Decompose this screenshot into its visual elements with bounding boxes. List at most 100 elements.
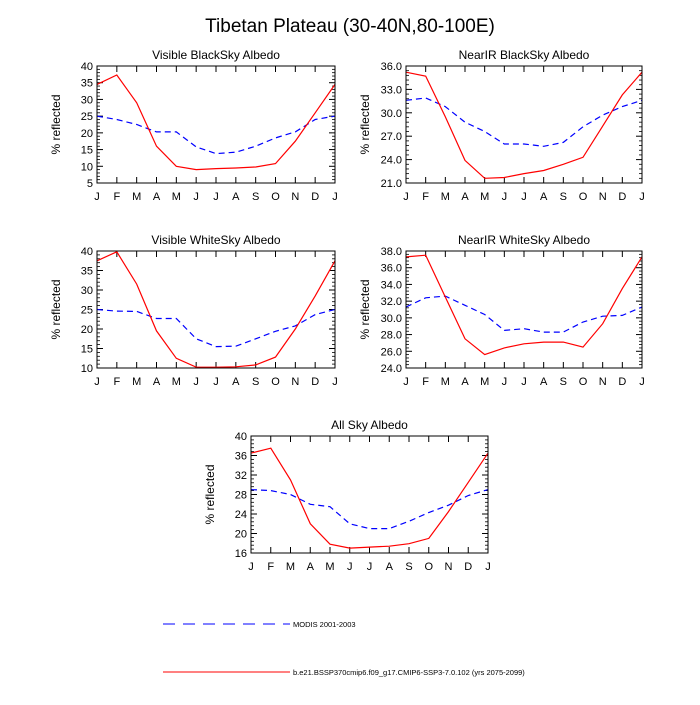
x-tick-label: N	[599, 376, 607, 388]
x-tick-label: F	[113, 376, 120, 388]
y-tick-label: 30.0	[381, 108, 402, 120]
plot-frame	[405, 250, 643, 369]
y-tick-label: 25	[81, 305, 93, 317]
x-tick-label: O	[271, 376, 280, 388]
panel-title: Visible WhiteSky Albedo	[151, 233, 281, 247]
plot-frame	[250, 435, 489, 554]
x-tick-label: J	[502, 376, 508, 388]
x-tick-label: S	[560, 191, 567, 203]
x-tick-label: J	[521, 376, 527, 388]
y-axis-label: % reflected	[358, 279, 372, 339]
x-tick-label: S	[405, 561, 412, 573]
x-tick-label: M	[441, 191, 450, 203]
chart-panel: All Sky Albedo % reflected 16 20 24 28 32 36 40 J…	[203, 418, 491, 573]
y-tick-label: 20	[235, 529, 247, 541]
x-tick-label: D	[464, 561, 472, 573]
x-tick-label: J	[248, 561, 254, 573]
y-tick-label: 36.0	[381, 61, 402, 73]
x-tick-label: F	[267, 561, 274, 573]
x-tick-label: J	[403, 191, 409, 203]
y-tick-label: 38.0	[381, 246, 402, 258]
x-tick-label: J	[502, 191, 508, 203]
y-axis-label: % reflected	[49, 94, 63, 154]
y-tick-label: 36.0	[381, 263, 402, 275]
x-tick-label: F	[113, 191, 120, 203]
x-tick-label: S	[252, 376, 259, 388]
legend: MODIS 2001-2003 b.e21.BSSP370cmip6.f09_g1…	[163, 620, 525, 677]
y-tick-label: 32	[235, 470, 247, 482]
x-tick-label: N	[291, 191, 299, 203]
x-tick-label: A	[461, 191, 469, 203]
x-tick-label: D	[618, 376, 626, 388]
y-axis-label: % reflected	[203, 464, 217, 524]
x-tick-label: O	[271, 191, 280, 203]
y-tick-label: 24	[235, 509, 247, 521]
y-tick-label: 24.0	[381, 155, 402, 167]
y-tick-label: 28	[235, 490, 247, 502]
x-tick-label: J	[332, 376, 338, 388]
y-tick-label: 24.0	[381, 363, 402, 375]
x-tick-label: F	[422, 191, 429, 203]
x-tick-label: O	[579, 191, 588, 203]
y-tick-label: 20	[81, 324, 93, 336]
series-line-model	[405, 71, 643, 179]
x-tick-label: J	[639, 191, 645, 203]
x-tick-label: A	[461, 376, 469, 388]
x-tick-label: J	[347, 561, 353, 573]
y-tick-label: 30.0	[381, 313, 402, 325]
panel-title: NearIR BlackSky Albedo	[459, 48, 590, 62]
x-tick-label: J	[94, 191, 100, 203]
y-tick-label: 25	[81, 111, 93, 123]
series-line-model	[96, 251, 336, 368]
panel-title: Visible BlackSky Albedo	[152, 48, 280, 62]
y-tick-label: 28.0	[381, 330, 402, 342]
y-tick-label: 35	[81, 266, 93, 278]
series-line-model	[96, 74, 336, 171]
chart-panel: Visible WhiteSky Albedo % reflected 10 15 20…	[49, 233, 338, 388]
x-tick-label: J	[94, 376, 100, 388]
x-tick-label: J	[193, 376, 199, 388]
x-tick-label: M	[132, 191, 141, 203]
x-tick-label: O	[424, 561, 433, 573]
x-tick-label: M	[325, 561, 334, 573]
legend-label: MODIS 2001-2003	[293, 620, 356, 629]
y-tick-label: 15	[81, 145, 93, 157]
y-tick-label: 26.0	[381, 346, 402, 358]
chart-panel: Visible BlackSky Albedo % reflected 5 10 15 2…	[49, 48, 338, 203]
y-tick-label: 5	[87, 178, 93, 190]
y-tick-label: 10	[81, 363, 93, 375]
x-tick-label: A	[232, 376, 240, 388]
x-tick-label: J	[485, 561, 491, 573]
y-axis-label: % reflected	[49, 279, 63, 339]
x-tick-label: A	[540, 376, 548, 388]
x-tick-label: D	[618, 191, 626, 203]
y-tick-label: 20	[81, 128, 93, 140]
x-tick-label: M	[441, 376, 450, 388]
y-tick-label: 21.0	[381, 178, 402, 190]
x-tick-label: M	[132, 376, 141, 388]
series-line-modis	[96, 308, 336, 348]
series-line-modis	[96, 115, 336, 155]
x-tick-label: D	[311, 376, 319, 388]
y-tick-label: 35	[81, 78, 93, 90]
x-tick-label: A	[540, 191, 548, 203]
x-tick-label: N	[291, 376, 299, 388]
series-line-model	[250, 447, 489, 549]
x-tick-label: A	[153, 191, 161, 203]
x-tick-label: J	[639, 376, 645, 388]
x-tick-label: M	[480, 376, 489, 388]
x-tick-label: A	[307, 561, 315, 573]
figure-title: Tibetan Plateau (30-40N,80-100E)	[205, 16, 495, 37]
y-tick-label: 16	[235, 548, 247, 560]
series-line-modis	[405, 97, 643, 147]
y-tick-label: 40	[81, 246, 93, 258]
x-tick-label: J	[193, 191, 199, 203]
y-axis-label: % reflected	[358, 94, 372, 154]
x-tick-label: J	[213, 376, 219, 388]
y-tick-label: 30	[81, 94, 93, 106]
panel-title: All Sky Albedo	[331, 418, 408, 432]
x-tick-label: F	[422, 376, 429, 388]
y-tick-label: 15	[81, 344, 93, 356]
x-tick-label: M	[172, 376, 181, 388]
